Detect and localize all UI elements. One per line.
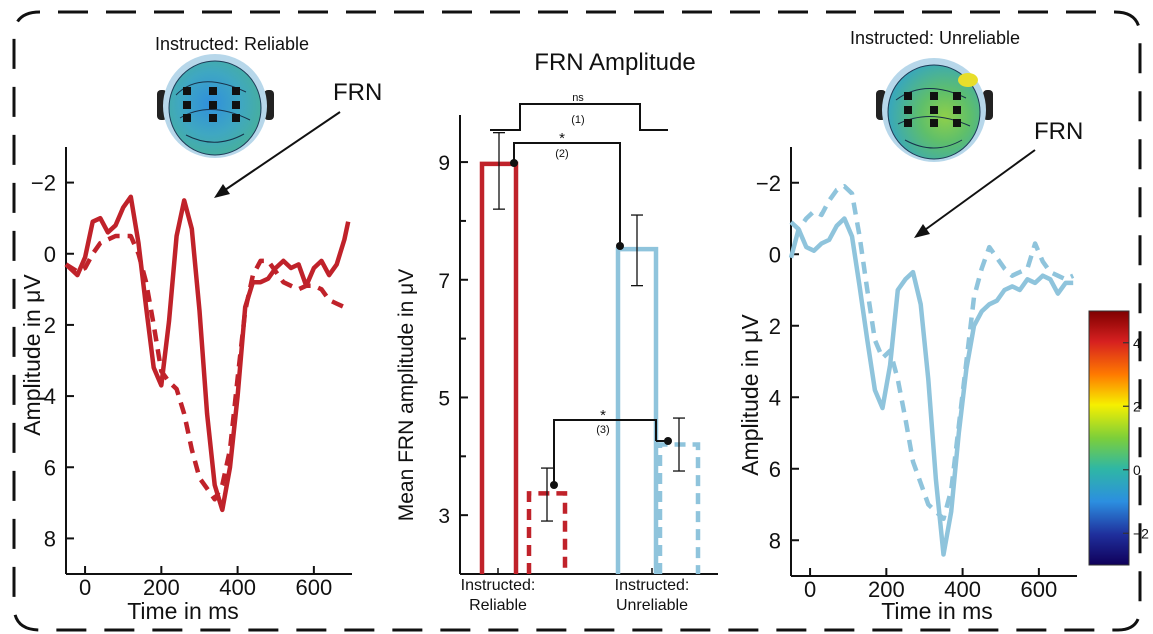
unreliable-series-solid [788,216,1074,557]
dashed-frame [12,10,1142,632]
x-axis-label-reliable: Time in ms [127,598,239,624]
bar-ytick-label: 3 [438,505,450,528]
sig-index-3: (3) [596,424,609,436]
sig-star-2: * [559,130,565,147]
unreliable-ytick-label: 6 [769,457,781,482]
reliable-series-dashed [64,233,350,502]
bar-solid-1 [615,246,659,574]
scalp-map-reliable [157,54,274,158]
y-axis-label-unreliable: Amplitude in μV [737,314,763,476]
sig-bracket-2 [513,142,621,246]
bar-ytick-label: 7 [438,270,450,293]
category-label: Reliable [469,597,527,614]
unreliable-xtick-label: 200 [868,577,905,602]
y-axis-label-reliable: Amplitude in μV [19,274,45,436]
ns-label: ns [572,92,584,104]
bar-solid-0 [479,161,519,574]
reliable-xtick-label: 600 [296,575,333,600]
reliable-series-solid [64,194,351,513]
reliable-ytick-label: 2 [44,313,56,338]
colorbar: 4 2 0 −2 [1088,310,1149,566]
panel-title-unreliable: Instructed: Unreliable [850,28,1020,48]
reliable-ytick-label: −2 [31,171,56,196]
panel-title-reliable: Instructed: Reliable [155,34,309,54]
bar-chart-title: FRN Amplitude [534,49,695,76]
reliable-ytick-label: 8 [44,526,56,551]
ns-index: (1) [571,114,584,126]
reliable-ytick-label: 0 [44,242,56,267]
reliable-xtick-label: 0 [79,575,91,600]
sig-index-2: (2) [555,148,568,160]
unreliable-ytick-label: 8 [769,528,781,553]
frn-label-unreliable: FRN [1034,118,1083,145]
sig-bracket-3 [553,419,657,485]
colorbar-gradient [1088,310,1130,566]
y-axis-label-bar: Mean FRN amplitude in μV [395,269,418,522]
x-axis-label-unreliable: Time in ms [881,598,993,624]
category-label: Instructed: [461,577,536,594]
bar-ytick-label: 5 [438,387,450,410]
sig-marker [616,242,624,250]
colorbar-tick-label: −2 [1133,525,1149,541]
reliable-xtick-label: 400 [219,575,256,600]
colorbar-tick-label: 0 [1133,462,1141,478]
sig-star-3: * [600,407,606,424]
scalp-map-unreliable [876,58,993,162]
category-label: Instructed: [615,577,690,594]
unreliable-xtick-label: 600 [1021,577,1058,602]
category-label: Unreliable [616,597,688,614]
unreliable-xtick-label: 0 [804,577,816,602]
colorbar-tick-label: 2 [1133,398,1141,414]
unreliable-xtick-label: 400 [944,577,981,602]
frn-label-reliable: FRN [333,79,382,106]
frn-arrowhead-unreliable [914,224,930,238]
frn-arrow-unreliable [921,149,1036,233]
unreliable-ytick-label: 0 [769,242,781,267]
panel-bar: FRN Amplitude 3 5 7 9 Instructed: Reliable Ins… [395,49,718,614]
reliable-xtick-label: 200 [143,575,180,600]
unreliable-ytick-label: 2 [769,314,781,339]
bar-ytick-label: 9 [438,152,450,175]
frn-arrowhead-reliable [214,184,230,198]
unreliable-ytick-label: 4 [769,385,781,410]
colorbar-tick-label: 4 [1133,335,1141,351]
frn-arrow-reliable [221,111,341,193]
reliable-ytick-label: 4 [44,384,56,409]
reliable-ytick-label: 6 [44,455,56,480]
ns-bracket [490,103,668,131]
unreliable-ytick-label: −2 [756,171,781,196]
